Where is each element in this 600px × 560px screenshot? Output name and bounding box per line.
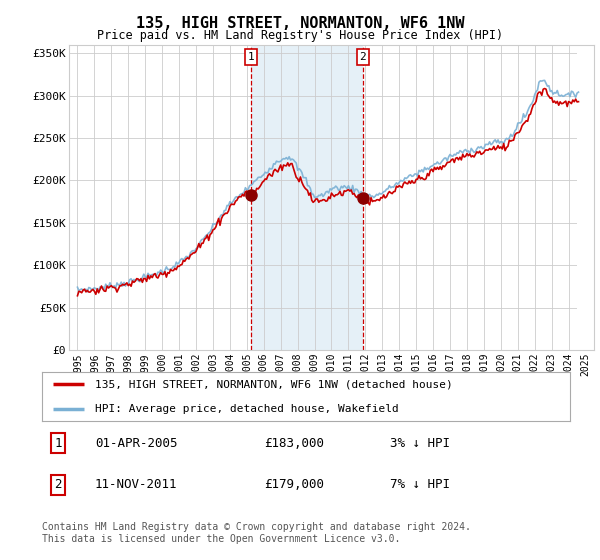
Text: 11-NOV-2011: 11-NOV-2011 xyxy=(95,478,178,491)
Text: Contains HM Land Registry data © Crown copyright and database right 2024.
This d: Contains HM Land Registry data © Crown c… xyxy=(42,522,471,544)
Text: 01-APR-2005: 01-APR-2005 xyxy=(95,437,178,450)
Text: 1: 1 xyxy=(54,437,62,450)
Text: HPI: Average price, detached house, Wakefield: HPI: Average price, detached house, Wake… xyxy=(95,404,398,414)
Text: 1: 1 xyxy=(248,52,254,62)
Text: £179,000: £179,000 xyxy=(264,478,324,491)
Text: 3% ↓ HPI: 3% ↓ HPI xyxy=(391,437,451,450)
Text: 135, HIGH STREET, NORMANTON, WF6 1NW: 135, HIGH STREET, NORMANTON, WF6 1NW xyxy=(136,16,464,31)
Text: 2: 2 xyxy=(54,478,62,491)
Bar xyxy=(577,45,594,350)
Text: Price paid vs. HM Land Registry's House Price Index (HPI): Price paid vs. HM Land Registry's House … xyxy=(97,29,503,42)
Text: £183,000: £183,000 xyxy=(264,437,324,450)
Text: 2: 2 xyxy=(359,52,367,62)
Text: 135, HIGH STREET, NORMANTON, WF6 1NW (detached house): 135, HIGH STREET, NORMANTON, WF6 1NW (de… xyxy=(95,379,452,389)
Text: 7% ↓ HPI: 7% ↓ HPI xyxy=(391,478,451,491)
Bar xyxy=(251,45,363,350)
